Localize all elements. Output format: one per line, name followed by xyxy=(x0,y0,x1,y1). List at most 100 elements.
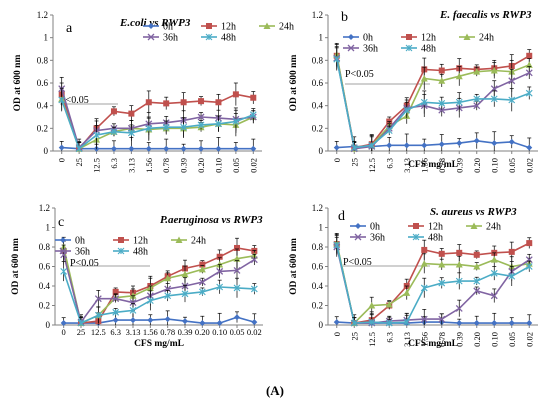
legend-label: 48h xyxy=(221,33,236,44)
legend-item: 0h xyxy=(55,236,85,247)
series-12h xyxy=(333,44,533,151)
panel-title: E. faecalis vs RWP3 xyxy=(439,9,532,21)
y-tick-label: 1 xyxy=(46,223,51,233)
data-point xyxy=(232,145,239,152)
x-axis-label: CFS mg/mL xyxy=(408,160,458,170)
legend-label: 0h xyxy=(163,22,173,33)
x-tick-label: 3.13 xyxy=(126,327,141,337)
data-point xyxy=(180,99,187,106)
x-tick-label: 12.5 xyxy=(367,332,377,347)
series-line xyxy=(336,244,530,324)
legend-label: 0h xyxy=(75,236,85,247)
data-point xyxy=(94,311,102,319)
series-48h xyxy=(60,261,258,327)
x-tick-label: 0.20 xyxy=(472,332,482,347)
x-tick-label: 0.02 xyxy=(524,332,534,347)
legend-marker xyxy=(463,33,471,40)
data-point xyxy=(130,317,136,324)
data-point xyxy=(60,267,68,275)
data-point xyxy=(93,131,100,139)
data-point xyxy=(473,263,481,270)
x-tick-label: 0.39 xyxy=(454,158,464,173)
legend-marker xyxy=(413,223,419,229)
legend-marker xyxy=(470,222,478,229)
x-tick-label: 25 xyxy=(77,327,86,337)
x-tick-label: 3.13 xyxy=(126,158,136,173)
data-point xyxy=(75,145,83,153)
legend-label: 0h xyxy=(363,33,373,44)
legend-item: 24h xyxy=(171,236,206,247)
data-point xyxy=(473,68,481,75)
x-tick-label: 0 xyxy=(62,327,66,337)
legend: 0h 12h 24h 36h 48h xyxy=(143,22,294,44)
data-point xyxy=(456,249,463,256)
legend-label: 0h xyxy=(370,222,380,233)
chart-panel-d: 0 0.2 0.4 0.6 0.8 1 1.2 0 25 12.5 6.3 3.13 1.56 0.78 0… xyxy=(289,203,538,349)
data-point xyxy=(421,246,428,253)
data-point xyxy=(525,256,533,264)
x-tick-label: 0 xyxy=(57,158,67,162)
data-point xyxy=(199,261,206,268)
data-point xyxy=(438,250,445,257)
data-point xyxy=(181,270,189,278)
data-point xyxy=(112,295,120,303)
data-point xyxy=(234,244,240,251)
data-point xyxy=(403,142,410,149)
y-tick-label: 0.6 xyxy=(39,262,51,272)
data-point xyxy=(490,292,498,300)
legend-label: 24h xyxy=(479,33,494,44)
data-point xyxy=(438,261,446,268)
data-point xyxy=(456,140,463,147)
x-tick-label: 0.02 xyxy=(524,158,534,173)
data-point xyxy=(197,113,205,121)
data-point xyxy=(215,145,222,152)
data-point xyxy=(368,302,376,309)
x-tick-label: 25 xyxy=(74,158,84,167)
legend-item: 48h xyxy=(401,44,436,55)
x-axis-label: CFS mg/mL xyxy=(134,339,184,349)
legend-item: 24h xyxy=(459,33,494,44)
data-point xyxy=(508,320,515,327)
legend-label: 24h xyxy=(279,22,294,33)
data-point xyxy=(438,315,446,323)
data-point xyxy=(146,297,154,305)
y-tick-label: 0.8 xyxy=(312,55,324,65)
data-point xyxy=(473,137,480,144)
legend-item: 0h xyxy=(350,222,380,233)
legend-label: 48h xyxy=(428,233,443,244)
data-point xyxy=(526,144,533,151)
legend-marker xyxy=(205,33,213,41)
x-tick-label: 0.20 xyxy=(195,327,210,337)
y-tick-label: 0.2 xyxy=(312,123,323,133)
data-point xyxy=(110,145,117,152)
data-point xyxy=(216,320,223,327)
x-tick-label: 25 xyxy=(349,332,359,341)
series-24h xyxy=(333,42,533,152)
y-axis-label: OD at 600 nm xyxy=(11,238,21,295)
y-tick-label: 0 xyxy=(319,320,324,330)
data-point xyxy=(147,317,154,324)
data-point xyxy=(164,292,172,300)
data-point xyxy=(473,95,481,103)
legend-marker xyxy=(175,236,183,243)
x-tick-label: 12.5 xyxy=(92,158,102,173)
series-12h xyxy=(333,233,533,327)
data-point xyxy=(385,127,393,134)
legend-label: 12h xyxy=(421,33,436,44)
legend-marker xyxy=(412,233,420,241)
x-tick-label: 0.39 xyxy=(178,327,193,337)
x-tick-label: 0.05 xyxy=(507,158,517,173)
y-tick-label: 0.6 xyxy=(312,262,324,272)
data-point xyxy=(385,301,393,308)
data-point xyxy=(473,251,480,258)
data-point xyxy=(438,106,446,114)
legend-item: 24h xyxy=(259,22,294,33)
data-point xyxy=(508,96,516,104)
panel-label: d xyxy=(338,209,345,224)
legend-marker xyxy=(354,233,362,241)
data-point xyxy=(128,110,135,117)
legend-marker xyxy=(348,34,354,40)
data-point xyxy=(333,241,341,249)
data-point xyxy=(421,142,428,149)
legend-marker xyxy=(347,44,355,52)
